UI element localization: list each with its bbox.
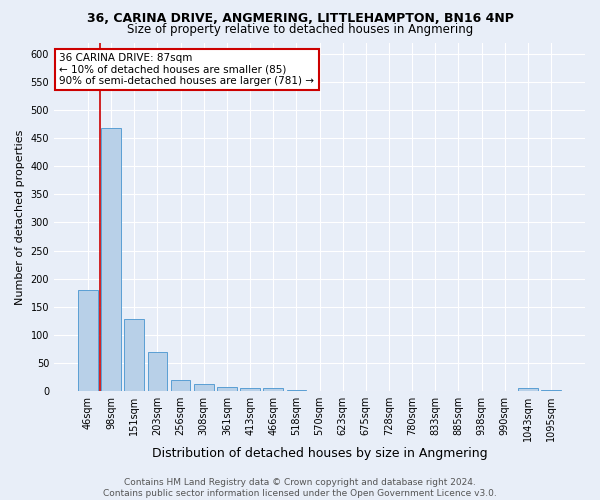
Text: Size of property relative to detached houses in Angmering: Size of property relative to detached ho… bbox=[127, 22, 473, 36]
Bar bbox=[518, 388, 538, 391]
Bar bbox=[194, 384, 214, 391]
Text: Contains HM Land Registry data © Crown copyright and database right 2024.
Contai: Contains HM Land Registry data © Crown c… bbox=[103, 478, 497, 498]
Bar bbox=[124, 319, 144, 391]
Bar bbox=[148, 352, 167, 391]
Bar bbox=[263, 388, 283, 391]
X-axis label: Distribution of detached houses by size in Angmering: Distribution of detached houses by size … bbox=[152, 447, 487, 460]
Bar bbox=[541, 390, 561, 391]
Bar bbox=[78, 290, 98, 391]
Bar bbox=[287, 390, 306, 391]
Bar bbox=[217, 388, 237, 391]
Bar bbox=[101, 128, 121, 391]
Text: 36 CARINA DRIVE: 87sqm
← 10% of detached houses are smaller (85)
90% of semi-det: 36 CARINA DRIVE: 87sqm ← 10% of detached… bbox=[59, 53, 314, 86]
Y-axis label: Number of detached properties: Number of detached properties bbox=[15, 129, 25, 304]
Bar bbox=[240, 388, 260, 391]
Text: 36, CARINA DRIVE, ANGMERING, LITTLEHAMPTON, BN16 4NP: 36, CARINA DRIVE, ANGMERING, LITTLEHAMPT… bbox=[86, 12, 514, 26]
Bar bbox=[171, 380, 190, 391]
